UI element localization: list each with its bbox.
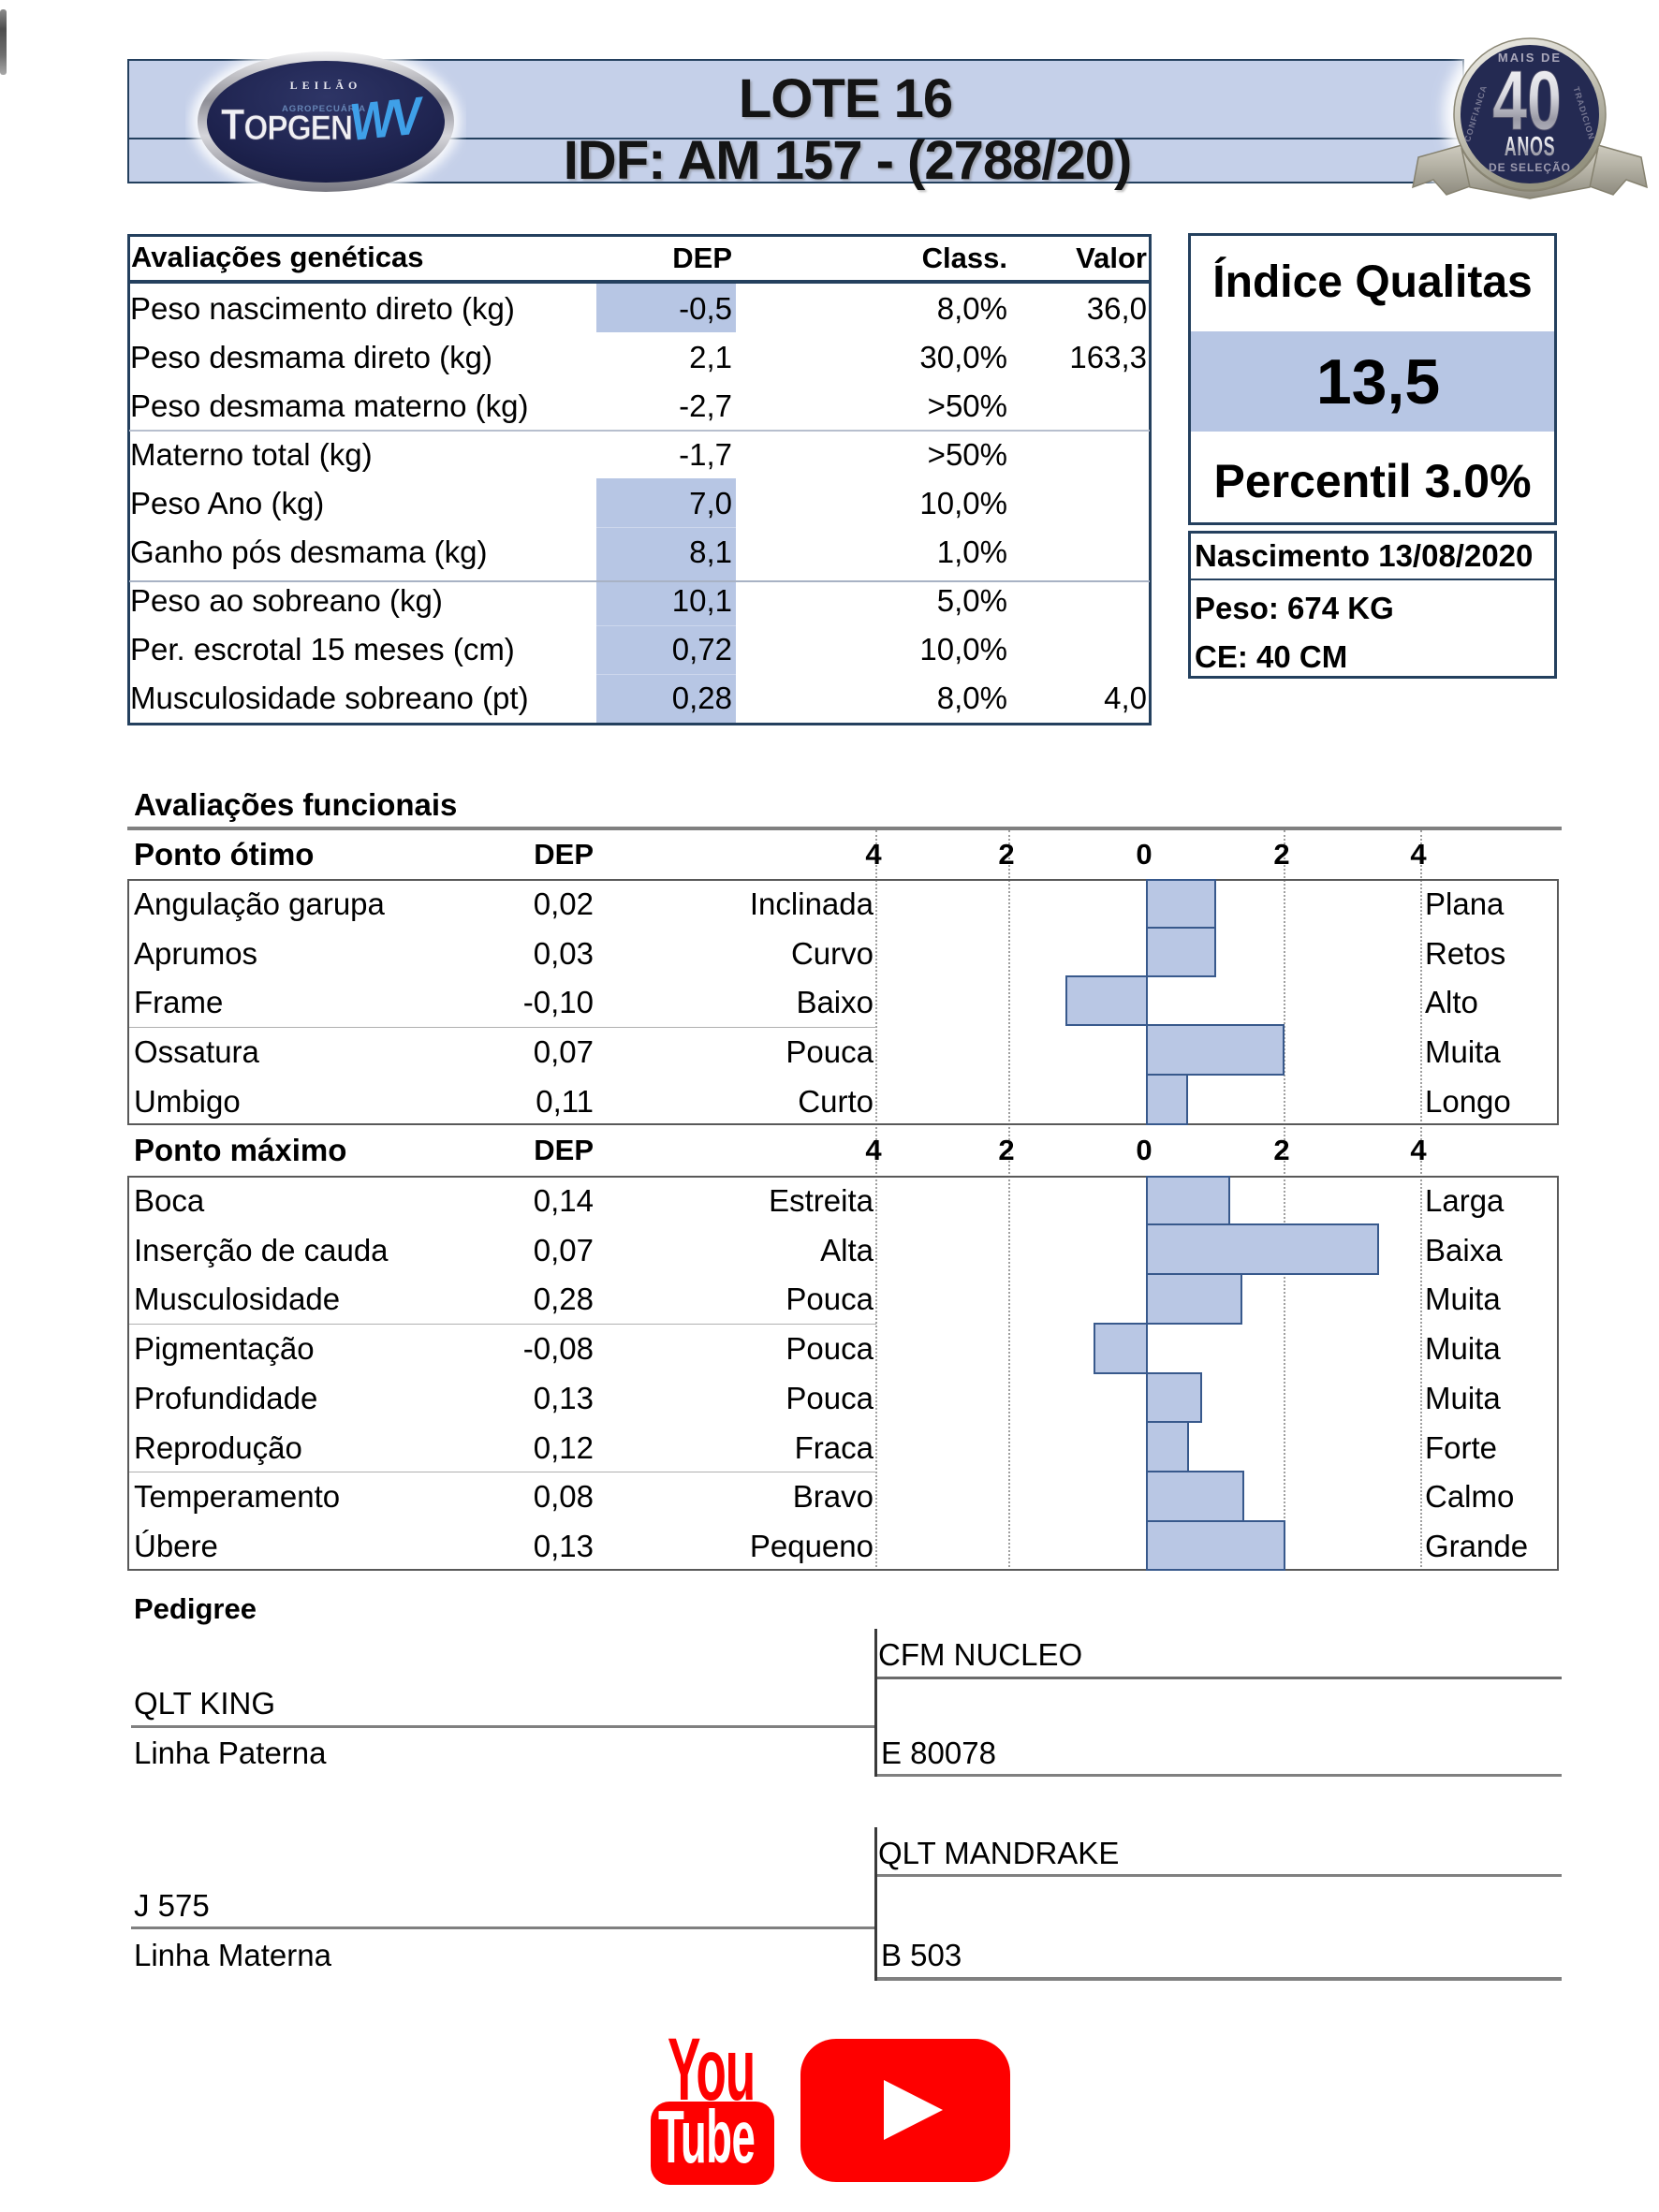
svg-text:AGROPECUÁRIA: AGROPECUÁRIA	[282, 104, 366, 114]
svg-text:40: 40	[1492, 52, 1562, 147]
svg-text:WV: WV	[347, 86, 429, 152]
svg-text:LEILÃO: LEILÃO	[290, 79, 362, 92]
svg-text:MAIS DE: MAIS DE	[1498, 51, 1562, 65]
svg-text:DE SELEÇÃO: DE SELEÇÃO	[1489, 160, 1571, 174]
svg-text:ANOS: ANOS	[1505, 132, 1555, 162]
svg-text:TOPGEN: TOPGEN	[221, 101, 352, 150]
